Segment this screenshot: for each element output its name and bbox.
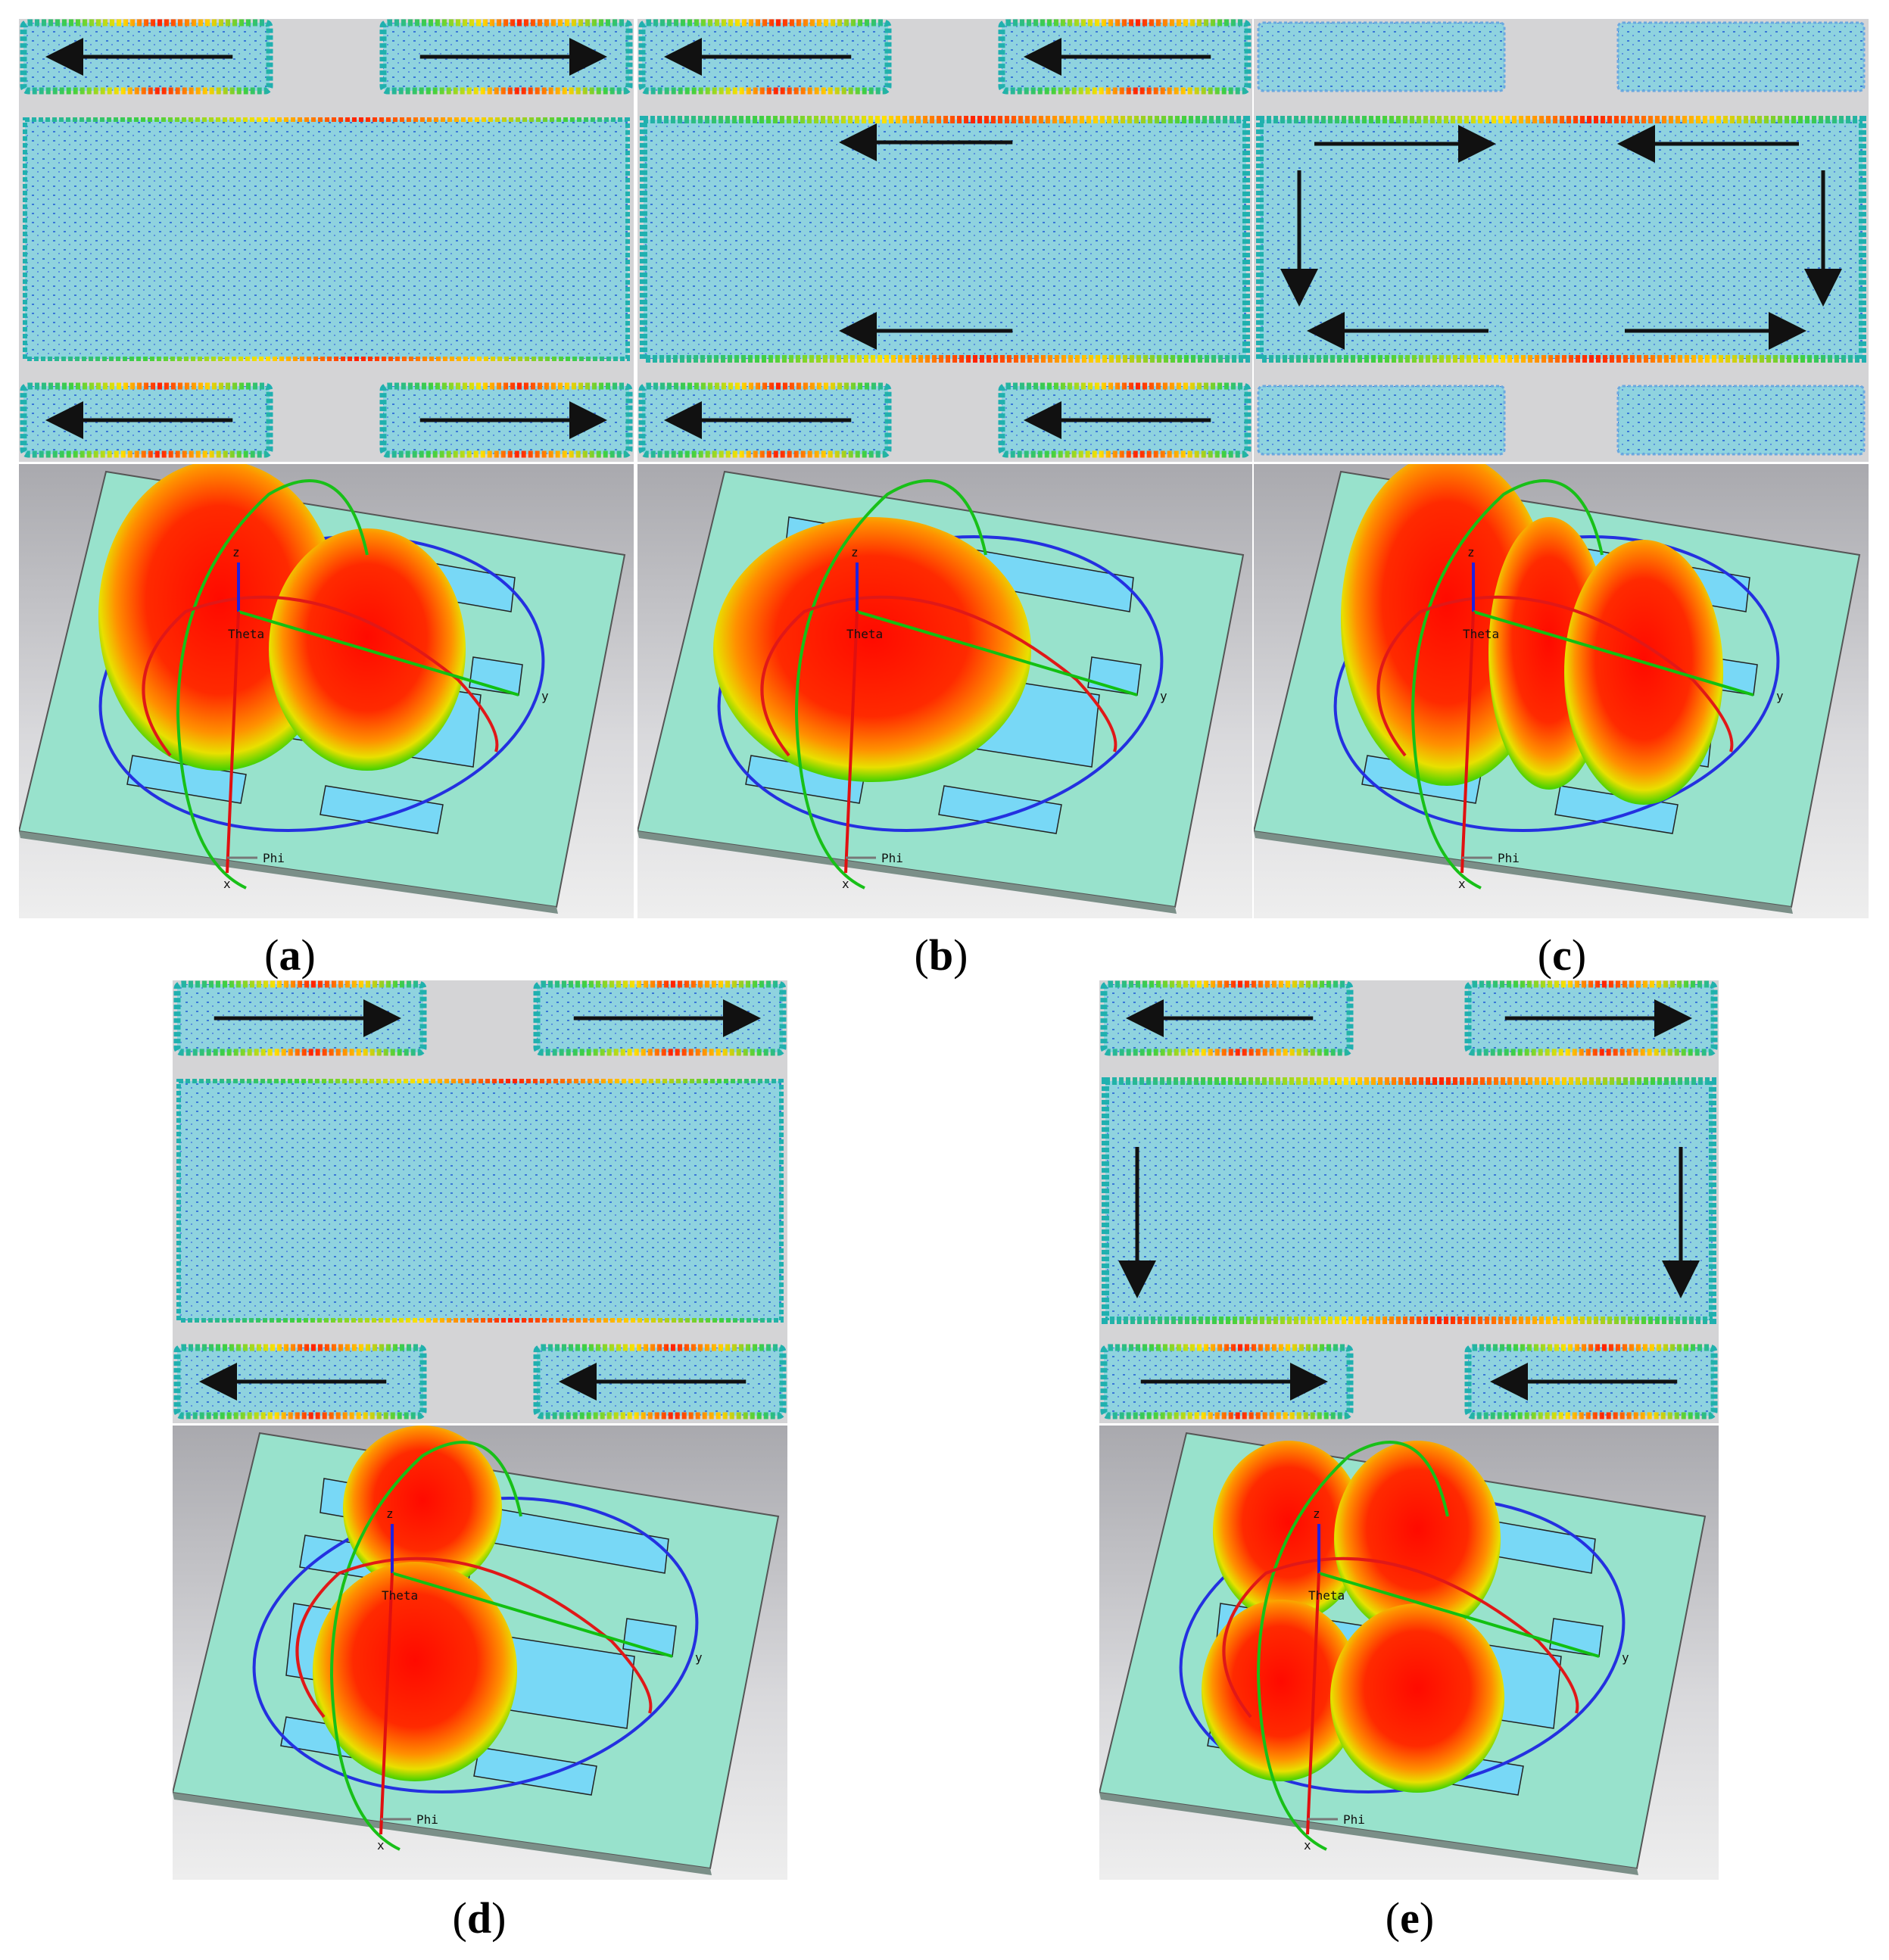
phi-label: Phi: [1498, 851, 1520, 865]
radiation-pattern-a: z Theta y Phi x: [19, 464, 634, 918]
panel-e: z Theta y Phi x: [1099, 980, 1719, 1881]
theta-label: Theta: [228, 627, 264, 641]
x-axis: [1460, 611, 1475, 874]
y-axis: [238, 610, 519, 696]
theta-arc: [794, 479, 987, 890]
x-axis-label: x: [223, 877, 231, 891]
y-axis-label: y: [1776, 689, 1784, 703]
radiation-pattern-b: z Theta y Phi x: [637, 464, 1252, 918]
current-distribution-e: [1099, 980, 1719, 1423]
x-axis-label: x: [1304, 1838, 1311, 1852]
caption-letter: d: [466, 1893, 492, 1943]
y-axis: [856, 610, 1138, 696]
patch-body: [1616, 385, 1866, 456]
radiation-pattern-d: z Theta y Phi x: [173, 1426, 787, 1880]
radiation-lobe: [1202, 1600, 1361, 1781]
theta-label: Theta: [382, 1588, 418, 1603]
theta-arc: [176, 479, 369, 890]
panel-a: z Theta y Phi x: [19, 19, 634, 920]
parasitic-strip: [320, 785, 444, 834]
panel-b: z Theta y Phi x: [637, 19, 1252, 920]
caption-letter: b: [928, 930, 954, 980]
phi-label: Phi: [881, 851, 903, 865]
red-arc: [295, 1556, 653, 1719]
red-arc: [1376, 595, 1734, 757]
caption-e: (e): [1385, 1893, 1435, 1943]
x-axis-label: x: [1458, 877, 1466, 891]
theta-label: Theta: [846, 627, 883, 641]
x-axis: [844, 611, 859, 874]
phi-label: Phi: [263, 851, 285, 865]
x-axis: [226, 611, 240, 874]
y-axis: [1473, 610, 1754, 696]
radiation-lobe: [1564, 540, 1723, 805]
theta-arc: [1256, 1441, 1449, 1851]
y-axis: [391, 1572, 673, 1658]
current-distribution-c: [1254, 19, 1869, 462]
z-axis-label: z: [1313, 1507, 1320, 1521]
caption-letter: e: [1400, 1893, 1420, 1943]
parasitic-strip: [473, 1747, 597, 1796]
x-axis: [1306, 1572, 1320, 1835]
ground-edge: [19, 831, 558, 914]
patch-body: [1257, 21, 1506, 92]
z-axis-label: z: [386, 1507, 394, 1521]
z-axis-label: z: [1467, 545, 1475, 559]
ground-edge: [1099, 1793, 1638, 1875]
patch: [1616, 385, 1866, 456]
current-distribution-a: [19, 19, 634, 462]
radiation-lobe: [313, 1562, 517, 1781]
phi-label: Phi: [1343, 1812, 1365, 1827]
y-axis-label: y: [541, 689, 549, 703]
caption-c: (c): [1537, 930, 1587, 980]
y-axis-label: y: [695, 1650, 703, 1665]
main-patch: [176, 1079, 784, 1323]
red-arc: [142, 595, 499, 757]
patch: [1616, 21, 1866, 92]
radiation-pattern-c: z Theta y Phi x: [1254, 464, 1869, 918]
main-patch: [23, 117, 630, 361]
z-axis-label: z: [232, 545, 240, 559]
patch-body: [1616, 21, 1866, 92]
caption-letter: a: [279, 930, 301, 980]
y-axis-label: y: [1160, 689, 1167, 703]
x-axis-label: x: [842, 877, 849, 891]
z-axis-label: z: [851, 545, 859, 559]
ground-edge: [1254, 831, 1793, 914]
x-axis-label: x: [377, 1838, 385, 1852]
ground-edge: [173, 1793, 712, 1875]
caption-letter: c: [1552, 930, 1572, 980]
current-distribution-b: [637, 19, 1252, 462]
theta-label: Theta: [1463, 627, 1499, 641]
theta-label: Theta: [1308, 1588, 1345, 1603]
main-patch: [640, 116, 1250, 363]
caption-d: (d): [452, 1893, 507, 1943]
current-distribution-d: [173, 980, 787, 1423]
radiation-pattern-e: z Theta y Phi x: [1099, 1426, 1719, 1880]
y-axis-label: y: [1622, 1650, 1629, 1665]
caption-b: (b): [914, 930, 968, 980]
phi-label: Phi: [416, 1812, 438, 1827]
panel-c: z Theta y Phi x: [1254, 19, 1869, 920]
parasitic-strip: [938, 785, 1062, 834]
patch: [1257, 21, 1506, 92]
y-axis: [1318, 1572, 1600, 1658]
radiation-lobe: [1330, 1603, 1504, 1793]
theta-arc: [329, 1441, 522, 1851]
red-arc: [760, 595, 1118, 757]
radiation-lobe: [713, 517, 1031, 782]
x-axis: [379, 1572, 394, 1835]
theta-arc: [1411, 479, 1604, 890]
radiation-lobe: [343, 1426, 502, 1592]
main-patch: [1102, 1077, 1716, 1324]
caption-a: (a): [264, 930, 316, 980]
patch: [1257, 385, 1506, 456]
patch-body: [1257, 385, 1506, 456]
panel-d: z Theta y Phi x: [173, 980, 787, 1881]
red-arc: [1222, 1556, 1579, 1719]
ground-edge: [637, 831, 1177, 914]
main-patch: [1256, 116, 1866, 363]
